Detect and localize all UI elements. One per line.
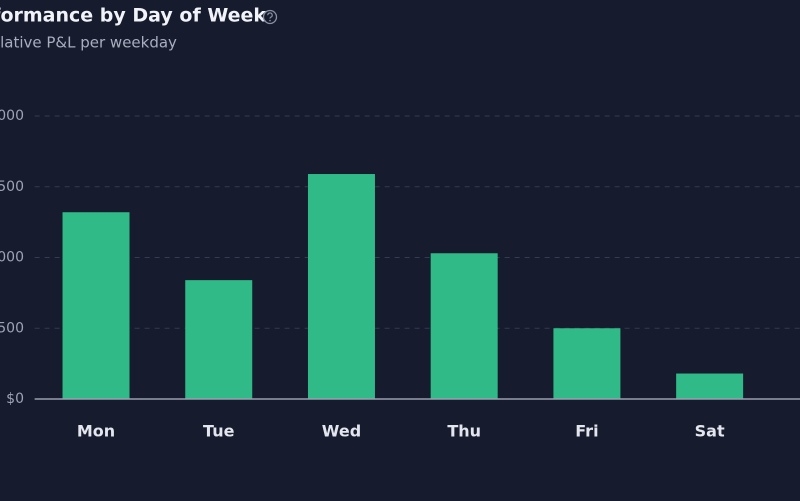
x-tick-label: Fri — [575, 422, 598, 441]
bar — [307, 174, 375, 399]
x-tick-label: Wed — [322, 422, 361, 441]
bar — [676, 373, 744, 399]
help-icon[interactable] — [262, 9, 278, 25]
y-tick-label: $1,500 — [0, 179, 24, 195]
x-tick-label: Sat — [695, 422, 725, 441]
y-tick-label: $1,000 — [0, 250, 24, 266]
chart-subtitle: Cumulative P&L per weekday — [0, 34, 177, 52]
bar — [553, 328, 621, 399]
chart-title: Performance by Day of Week — [0, 5, 266, 27]
x-tick-label: Tue — [203, 422, 235, 441]
bar — [185, 280, 253, 399]
x-tick-label: Mon — [77, 422, 115, 441]
y-tick-label: $0 — [6, 391, 24, 407]
y-tick-label: $2,000 — [0, 108, 24, 124]
x-tick-label: Thu — [447, 422, 481, 441]
y-tick-label: $500 — [0, 320, 24, 336]
bar — [430, 253, 498, 399]
bar — [62, 212, 130, 399]
